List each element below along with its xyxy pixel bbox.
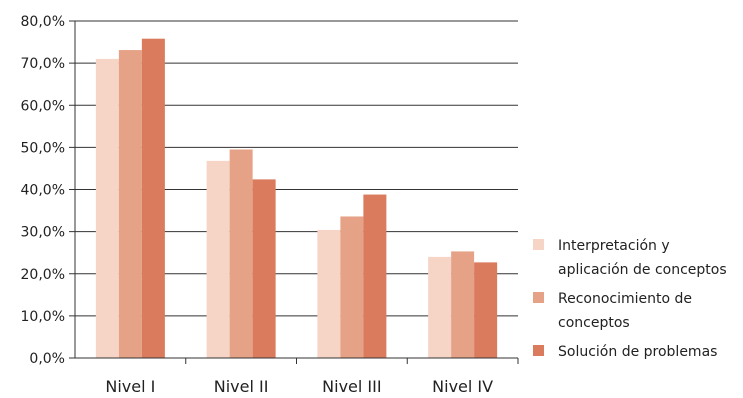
legend-label: Interpretación y aplicación de conceptos [558, 238, 727, 278]
legend-swatch [533, 239, 544, 250]
x-tick-label: Nivel III [322, 377, 381, 396]
bar [363, 194, 387, 358]
x-tick-labels: Nivel I Nivel II Nivel III Nivel IV [105, 377, 493, 396]
y-tick-label: 20,0% [21, 267, 65, 283]
bar [141, 38, 165, 358]
legend-item-reconocimiento: Reconocimiento de conceptos [533, 287, 743, 335]
y-tick-label: 30,0% [21, 225, 65, 241]
legend-item-interpretacion: Interpretación y aplicación de conceptos [533, 234, 743, 282]
bar [229, 149, 253, 358]
bar [206, 160, 230, 358]
y-tick-label: 0,0% [29, 351, 65, 367]
bar [95, 58, 119, 358]
x-tick-label: Nivel II [214, 377, 269, 396]
legend-swatch [533, 292, 544, 303]
legend: Interpretación y aplicación de conceptos… [533, 234, 743, 369]
y-tick-labels: 0,0% 10,0% 20,0% 30,0% 40,0% 50,0% 60,0% 70,0% 8… [21, 14, 65, 367]
x-tick-label: Nivel I [105, 377, 155, 396]
legend-swatch [533, 345, 544, 356]
bar [340, 216, 364, 358]
legend-label: Reconocimiento de conceptos [558, 291, 693, 331]
legend-item-solucion: Solución de problemas [533, 340, 743, 364]
bar [474, 262, 498, 358]
bar [317, 229, 341, 358]
x-tick-label: Nivel IV [432, 377, 493, 396]
bar [118, 50, 142, 358]
bar [252, 179, 276, 358]
bar [428, 256, 452, 358]
y-tick-label: 50,0% [21, 140, 65, 156]
axes [69, 20, 519, 364]
y-tick-label: 80,0% [21, 14, 65, 30]
y-tick-label: 70,0% [21, 56, 65, 72]
y-tick-label: 10,0% [21, 309, 65, 325]
bars [95, 38, 498, 358]
legend-label: Solución de problemas [558, 344, 718, 360]
y-tick-label: 40,0% [21, 183, 65, 199]
bar [451, 251, 475, 358]
y-tick-label: 60,0% [21, 98, 65, 114]
